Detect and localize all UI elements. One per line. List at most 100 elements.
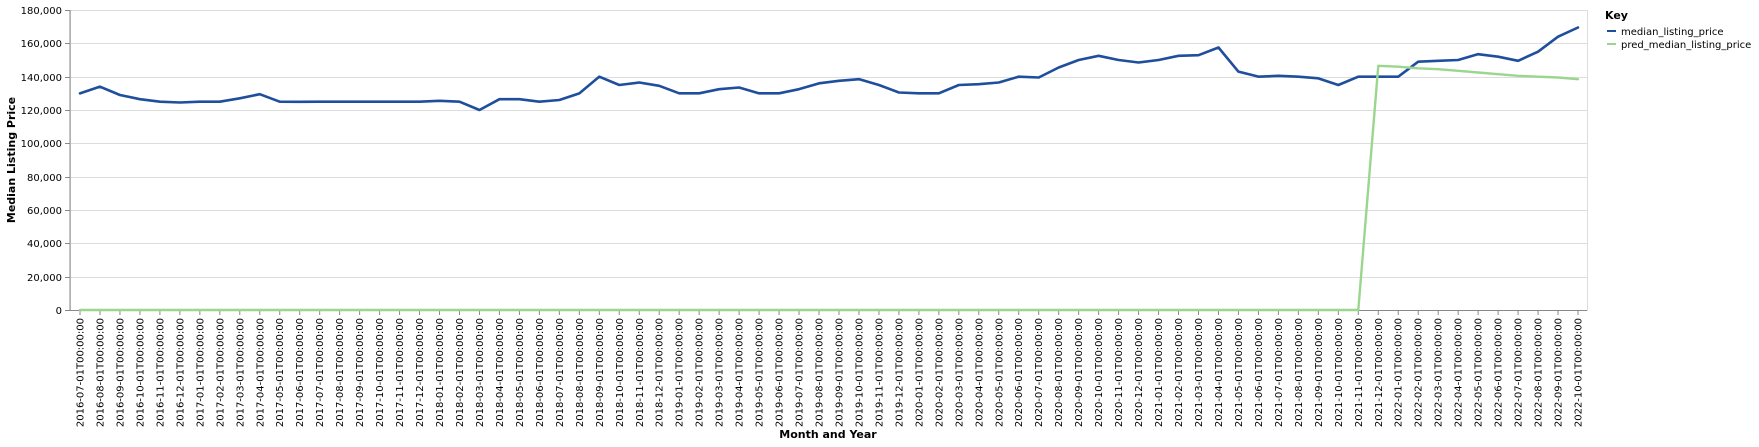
x-tick-label: 2019-05-01T00:00:00 bbox=[755, 318, 766, 427]
y-axis: 0 20,000 40,000 60,000 80,000 100,000 120,000 1… bbox=[21, 6, 71, 317]
x-tick-label: 2017-02-01T00:00:00 bbox=[215, 318, 226, 427]
x-tick-label: 2018-12-01T00:00:00 bbox=[655, 318, 666, 427]
x-tick-label: 2021-12-01T00:00:00 bbox=[1374, 318, 1385, 427]
x-tick-label: 2020-10-01T00:00:00 bbox=[1094, 318, 1105, 427]
x-tick-label: 2017-07-01T00:00:00 bbox=[315, 318, 326, 427]
x-tick-label: 2018-07-01T00:00:00 bbox=[555, 318, 566, 427]
x-tick-label: 2019-08-01T00:00:00 bbox=[815, 318, 826, 427]
x-tick-label: 2016-08-01T00:00:00 bbox=[95, 318, 106, 427]
x-tick-label: 2017-03-01T00:00:00 bbox=[235, 318, 246, 427]
x-tick-label: 2017-09-01T00:00:00 bbox=[355, 318, 366, 427]
x-tick-label: 2021-04-01T00:00:00 bbox=[1214, 318, 1225, 427]
x-tick-label: 2018-02-01T00:00:00 bbox=[455, 318, 466, 427]
x-tick-label: 2019-11-01T00:00:00 bbox=[874, 318, 885, 427]
y-tick-label: 140,000 bbox=[21, 73, 62, 84]
y-tick-label: 0 bbox=[56, 306, 62, 317]
x-tick-label: 2020-02-01T00:00:00 bbox=[934, 318, 945, 427]
x-tick-label: 2019-09-01T00:00:00 bbox=[834, 318, 845, 427]
x-tick-label: 2019-06-01T00:00:00 bbox=[775, 318, 786, 427]
y-tick-label: 120,000 bbox=[21, 106, 62, 117]
y-tick-label: 40,000 bbox=[27, 239, 62, 250]
x-tick-label: 2016-11-01T00:00:00 bbox=[155, 318, 166, 427]
x-tick-label: 2017-05-01T00:00:00 bbox=[275, 318, 286, 427]
x-tick-label: 2018-04-01T00:00:00 bbox=[495, 318, 506, 427]
x-tick-label: 2018-01-01T00:00:00 bbox=[435, 318, 446, 427]
x-tick-label: 2021-08-01T00:00:00 bbox=[1294, 318, 1305, 427]
x-tick-label: 2020-03-01T00:00:00 bbox=[954, 318, 965, 427]
x-tick-label: 2021-05-01T00:00:00 bbox=[1234, 318, 1245, 427]
x-tick-label: 2019-07-01T00:00:00 bbox=[795, 318, 806, 427]
x-tick-label: 2018-10-01T00:00:00 bbox=[615, 318, 626, 427]
x-tick-label: 2019-03-01T00:00:00 bbox=[715, 318, 726, 427]
y-axis-title: Median Listing Price bbox=[5, 97, 18, 223]
x-tick-label: 2017-01-01T00:00:00 bbox=[195, 318, 206, 427]
x-tick-label: 2020-09-01T00:00:00 bbox=[1074, 318, 1085, 427]
x-tick-label: 2018-06-01T00:00:00 bbox=[535, 318, 546, 427]
x-tick-label: 2022-01-01T00:00:00 bbox=[1394, 318, 1405, 427]
x-tick-label: 2020-01-01T00:00:00 bbox=[914, 318, 925, 427]
x-tick-label: 2020-11-01T00:00:00 bbox=[1114, 318, 1125, 427]
x-tick-label: 2022-10-01T00:00:00 bbox=[1574, 318, 1585, 427]
x-tick-label: 2020-12-01T00:00:00 bbox=[1134, 318, 1145, 427]
x-tick-label: 2018-03-01T00:00:00 bbox=[475, 318, 486, 427]
x-tick-label: 2022-02-01T00:00:00 bbox=[1414, 318, 1425, 427]
x-tick-label: 2016-09-01T00:00:00 bbox=[115, 318, 126, 427]
x-tick-label: 2022-09-01T00:00:00 bbox=[1554, 318, 1565, 427]
y-tick-label: 60,000 bbox=[27, 206, 62, 217]
x-tick-label: 2021-07-01T00:00:00 bbox=[1274, 318, 1285, 427]
plot-area-border bbox=[70, 10, 1588, 311]
x-axis: 2016-07-01T00:00:00 2016-08-01T00:00:00 20… bbox=[70, 310, 1587, 427]
x-tick-label: 2017-11-01T00:00:00 bbox=[395, 318, 406, 427]
x-tick-label: 2019-10-01T00:00:00 bbox=[854, 318, 865, 427]
x-tick-label: 2021-10-01T00:00:00 bbox=[1334, 318, 1345, 427]
y-tick-label: 80,000 bbox=[27, 173, 62, 184]
x-tick-label: 2019-12-01T00:00:00 bbox=[894, 318, 905, 427]
y-tick-label: 180,000 bbox=[21, 6, 62, 17]
y-tick-label: 20,000 bbox=[27, 273, 62, 284]
x-tick-label: 2018-08-01T00:00:00 bbox=[575, 318, 586, 427]
x-axis-title: Month and Year bbox=[779, 428, 877, 441]
y-tick-label: 160,000 bbox=[21, 39, 62, 50]
x-tick-label: 2016-12-01T00:00:00 bbox=[175, 318, 186, 427]
x-tick-label: 2020-04-01T00:00:00 bbox=[974, 318, 985, 427]
x-tick-label: 2022-07-01T00:00:00 bbox=[1514, 318, 1525, 427]
x-tick-label: 2022-05-01T00:00:00 bbox=[1474, 318, 1485, 427]
series-lines bbox=[78, 26, 1580, 312]
x-tick-label: 2020-08-01T00:00:00 bbox=[1054, 318, 1065, 427]
x-tick-label: 2017-04-01T00:00:00 bbox=[255, 318, 266, 427]
x-tick-label: 2022-06-01T00:00:00 bbox=[1494, 318, 1505, 427]
x-tick-label: 2022-03-01T00:00:00 bbox=[1434, 318, 1445, 427]
x-tick-label: 2017-10-01T00:00:00 bbox=[375, 318, 386, 427]
x-tick-label: 2021-01-01T00:00:00 bbox=[1154, 318, 1165, 427]
x-tick-label: 2017-06-01T00:00:00 bbox=[295, 318, 306, 427]
x-tick-label: 2019-04-01T00:00:00 bbox=[735, 318, 746, 427]
x-tick-label: 2020-06-01T00:00:00 bbox=[1014, 318, 1025, 427]
x-tick-label: 2022-08-01T00:00:00 bbox=[1534, 318, 1545, 427]
legend-title: Key bbox=[1605, 9, 1628, 22]
x-tick-label: 2017-12-01T00:00:00 bbox=[415, 318, 426, 427]
x-tick-label: 2018-05-01T00:00:00 bbox=[515, 318, 526, 427]
x-tick-label: 2021-02-01T00:00:00 bbox=[1174, 318, 1185, 427]
x-tick-label: 2016-07-01T00:00:00 bbox=[76, 318, 87, 427]
x-tick-label: 2018-09-01T00:00:00 bbox=[595, 318, 606, 427]
x-tick-label: 2019-02-01T00:00:00 bbox=[695, 318, 706, 427]
x-tick-label: 2018-11-01T00:00:00 bbox=[635, 318, 646, 427]
x-tick-label: 2021-09-01T00:00:00 bbox=[1314, 318, 1325, 427]
x-tick-label: 2021-06-01T00:00:00 bbox=[1254, 318, 1265, 427]
x-tick-label: 2022-04-01T00:00:00 bbox=[1454, 318, 1465, 427]
x-tick-label: 2021-03-01T00:00:00 bbox=[1194, 318, 1205, 427]
series-line-median_listing_price bbox=[78, 26, 1580, 112]
x-tick-label: 2021-11-01T00:00:00 bbox=[1354, 318, 1365, 427]
x-tick-label: 2017-08-01T00:00:00 bbox=[335, 318, 346, 427]
x-tick-label: 2020-07-01T00:00:00 bbox=[1034, 318, 1045, 427]
x-tick-label: 2020-05-01T00:00:00 bbox=[994, 318, 1005, 427]
series-line-pred_median_listing_price bbox=[78, 64, 1580, 312]
x-tick-label: 2016-10-01T00:00:00 bbox=[135, 318, 146, 427]
legend: Key median_listing_price pred_median_lis… bbox=[1605, 9, 1751, 51]
x-tick-label: 2019-01-01T00:00:00 bbox=[675, 318, 686, 427]
legend-label-pred: pred_median_listing_price bbox=[1621, 40, 1751, 51]
y-tick-label: 100,000 bbox=[21, 139, 62, 150]
legend-label-median: median_listing_price bbox=[1621, 27, 1724, 38]
gridlines bbox=[70, 10, 1587, 311]
